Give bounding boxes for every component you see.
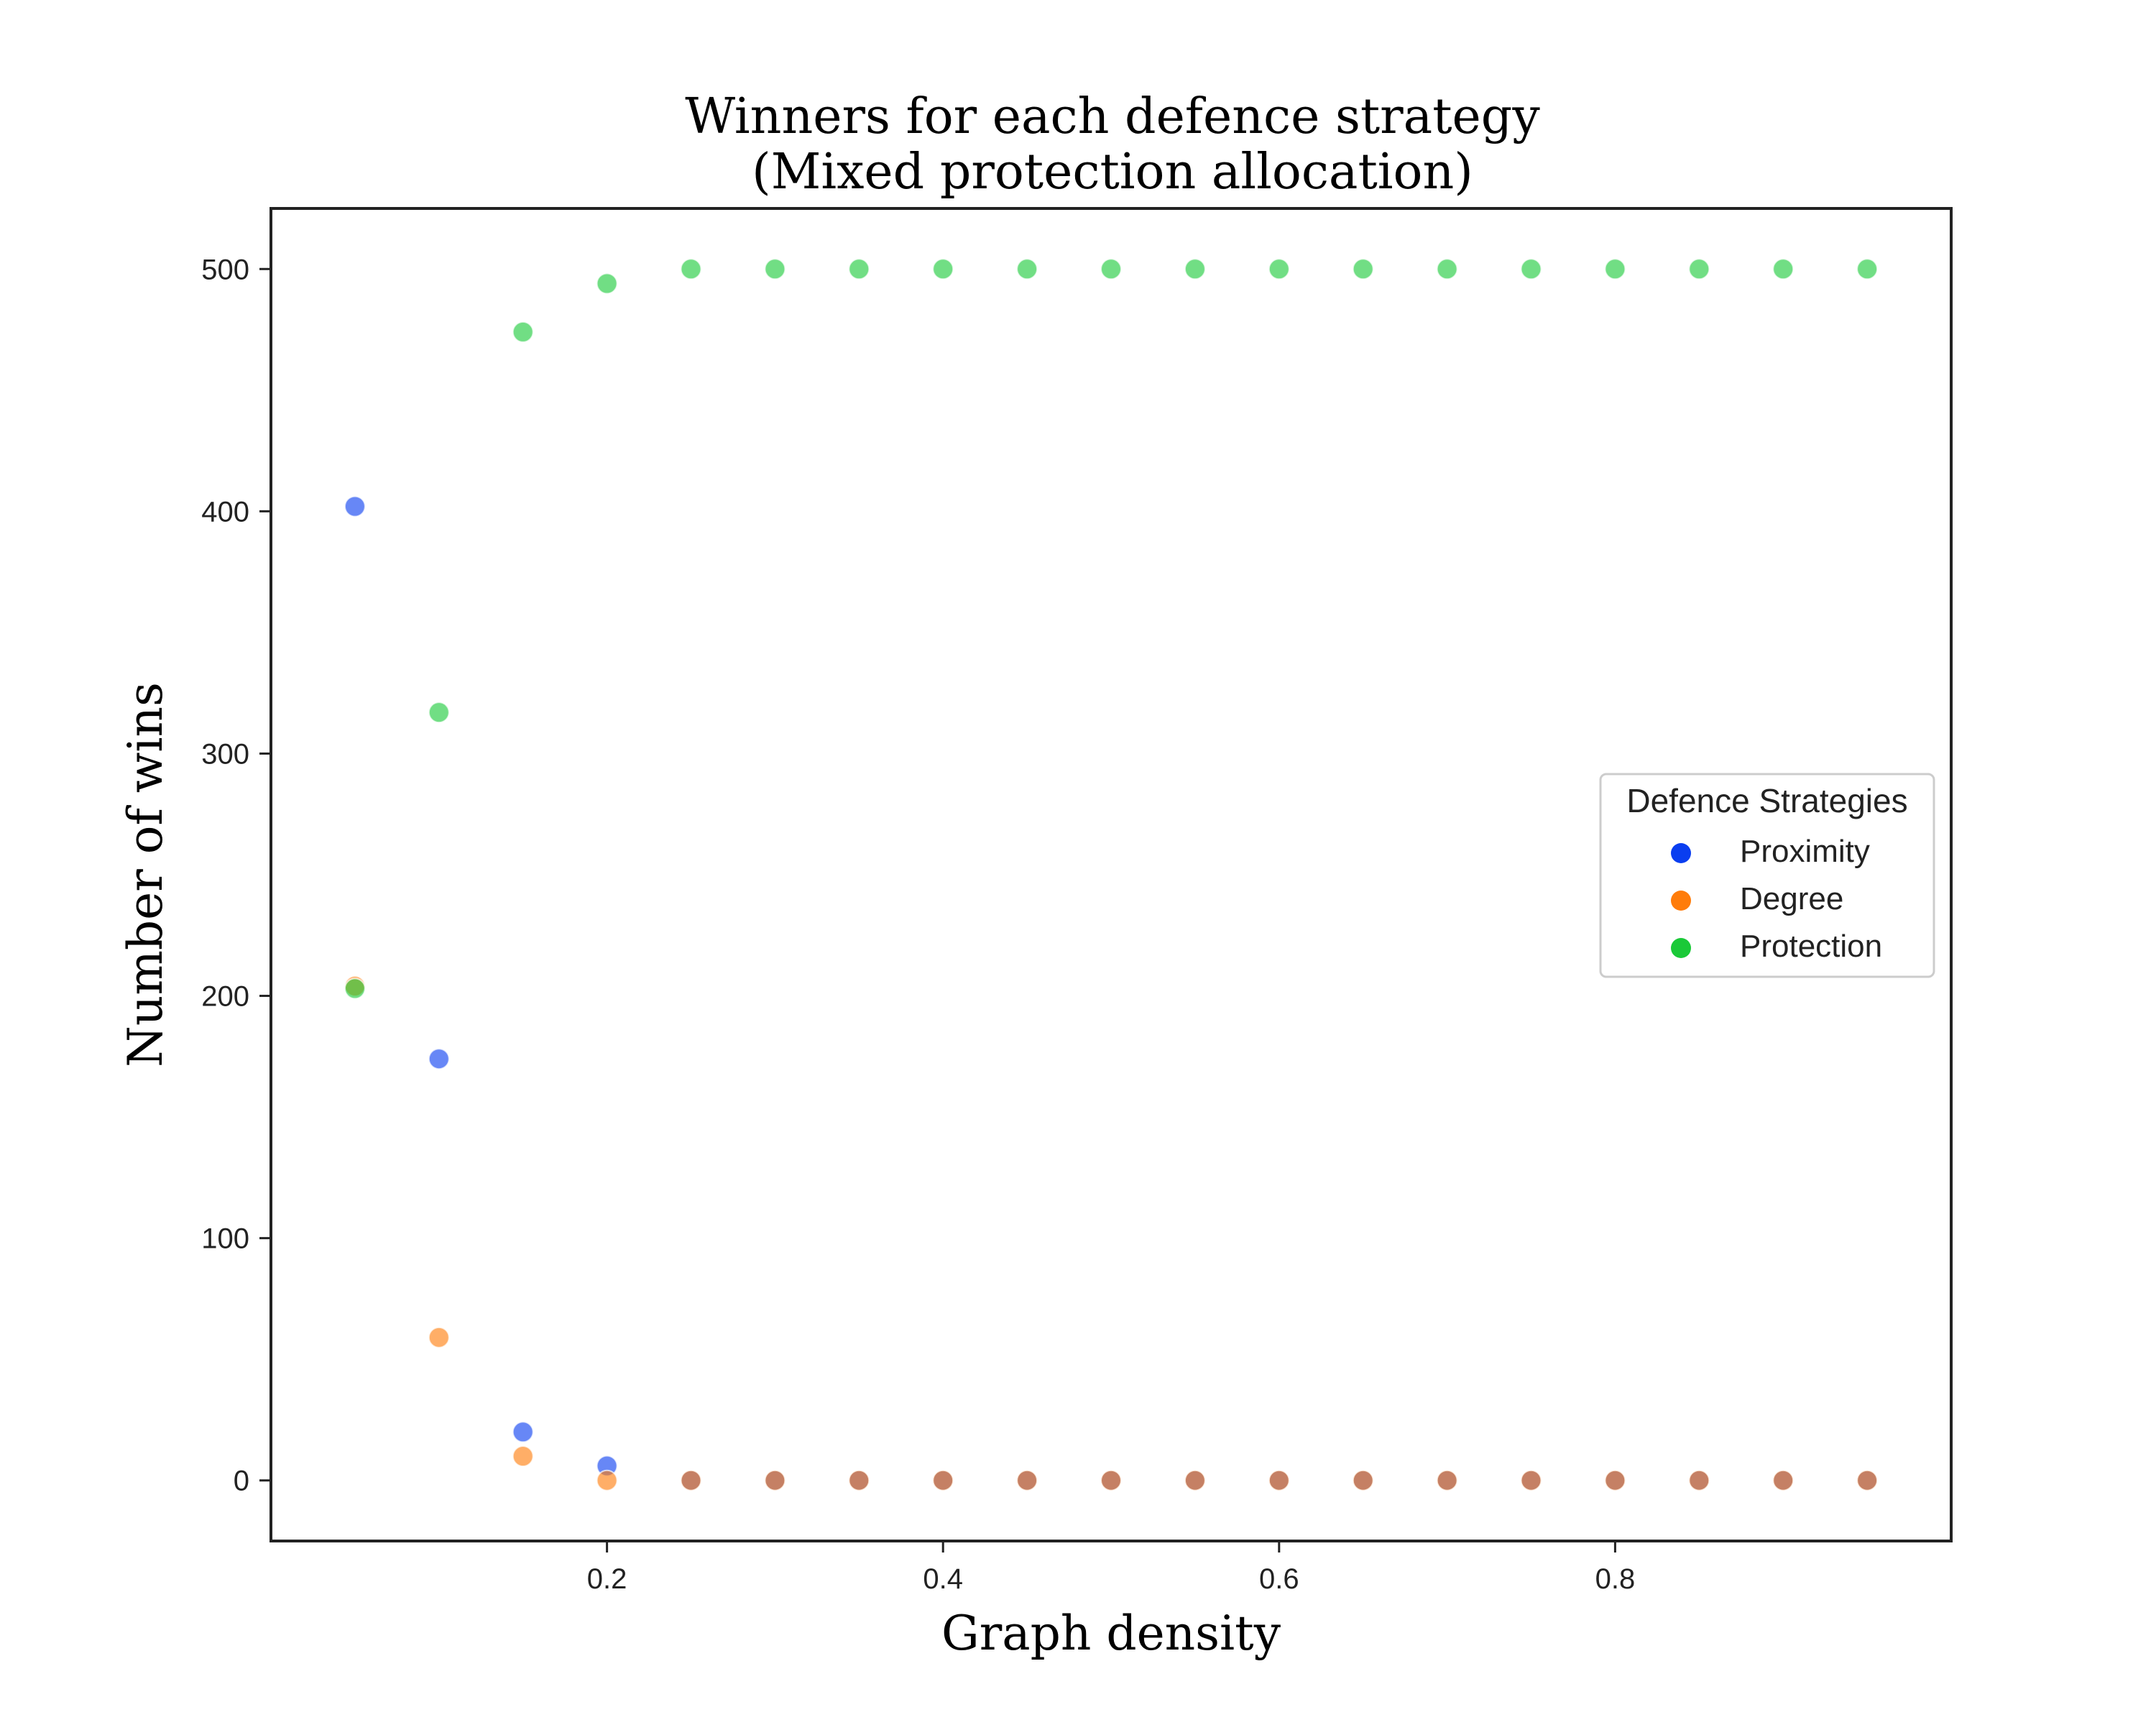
y-tick-label: 300 [201,738,249,770]
x-axis-label: Graph density [941,1606,1281,1661]
data-point-protection [1184,258,1206,280]
data-point-protection [680,258,702,280]
data-point-degree [1352,1469,1374,1491]
chart-title-line-1: Winners for each defence strategy [685,88,1540,145]
data-point-degree [1856,1469,1879,1491]
data-point-degree [1268,1469,1290,1491]
data-point-proximity [512,1421,534,1443]
plot-frame [270,207,1953,1542]
data-point-protection [764,258,786,280]
x-tick-label: 0.2 [587,1563,627,1595]
legend-box [1599,773,1935,978]
data-point-degree [1772,1469,1795,1491]
data-point-proximity [344,495,366,518]
y-axis-label: Number of wins [118,682,173,1067]
data-point-protection [1352,258,1374,280]
data-point-degree [1604,1469,1626,1491]
y-tick-label: 100 [201,1223,249,1255]
y-tick-label: 200 [201,981,249,1013]
data-point-protection [512,321,534,343]
data-point-protection [932,258,954,280]
chart-title-line-2: (Mixed protection allocation) [752,144,1473,201]
data-point-protection [1100,258,1122,280]
data-point-protection [1604,258,1626,280]
data-point-protection [1520,258,1542,280]
data-point-degree [512,1445,534,1468]
data-point-degree [1436,1469,1458,1491]
legend-label-protection: Protection [1740,929,1882,964]
y-tick-label: 0 [234,1466,249,1497]
data-point-degree [1100,1469,1122,1491]
data-point-degree [932,1469,954,1491]
data-point-degree [680,1469,702,1491]
legend-title: Defence Strategies [1626,782,1907,819]
legend-marker-proximity [1671,843,1691,863]
legend-label-degree: Degree [1740,881,1843,916]
legend-label-proximity: Proximity [1740,834,1870,869]
data-point-protection [1856,258,1879,280]
data-point-protection [596,272,618,295]
data-point-protection [1688,258,1710,280]
data-point-degree [1688,1469,1710,1491]
data-point-degree [764,1469,786,1491]
x-tick-label: 0.8 [1595,1563,1636,1595]
x-tick-label: 0.6 [1259,1563,1299,1595]
data-point-degree [848,1469,870,1491]
legend: Defence Strategies Proximity Degree Prot… [1599,773,1935,978]
data-point-degree [596,1469,618,1491]
data-point-degree [1184,1469,1206,1491]
data-point-protection [1268,258,1290,280]
data-point-protection [344,978,366,1000]
data-point-protection [1772,258,1795,280]
data-point-proximity [428,1048,450,1070]
data-point-protection [1016,258,1038,280]
data-point-degree [428,1326,450,1348]
data-point-degree [1520,1469,1542,1491]
y-tick-label: 400 [201,496,249,528]
data-point-protection [428,702,450,724]
plot-area [344,258,1879,1491]
data-point-degree [1016,1469,1038,1491]
data-point-protection [1436,258,1458,280]
x-tick-label: 0.4 [923,1563,963,1595]
legend-marker-protection [1671,938,1691,958]
legend-marker-degree [1671,891,1691,911]
y-tick-label: 500 [201,254,249,285]
data-point-protection [848,258,870,280]
